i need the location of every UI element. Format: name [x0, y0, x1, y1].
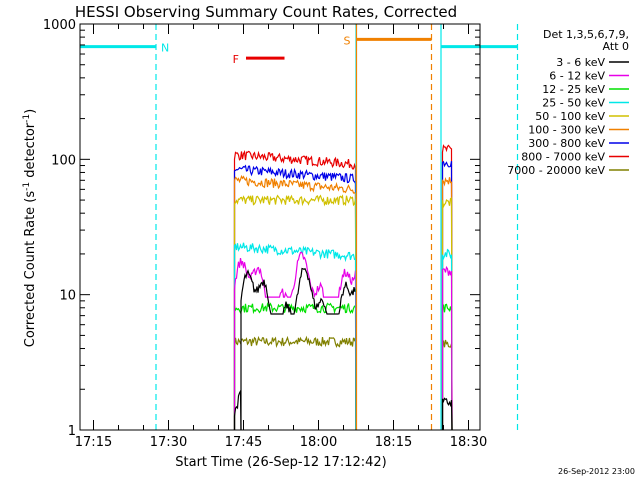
y-tick-label: 10	[59, 289, 76, 304]
marker-label: N	[161, 42, 169, 55]
series-line	[233, 388, 242, 431]
legend-label: 25 - 50 keV	[542, 97, 605, 110]
series-line	[233, 174, 357, 431]
series-line	[233, 242, 357, 431]
legend-header-attenuator: Att 0	[603, 40, 629, 53]
series-line	[441, 196, 453, 431]
series-line	[233, 149, 357, 431]
y-axis-label-sup1: -1	[22, 182, 32, 191]
legend-header-detectors: Det 1,3,5,6,7,9,	[543, 28, 629, 41]
series-line	[233, 335, 357, 431]
chart-title: HESSI Observing Summary Count Rates, Cor…	[75, 3, 457, 21]
x-axis: 17:15 17:30 17:45 18:00 18:15 18:30	[75, 24, 487, 450]
marker-label: F	[233, 53, 239, 66]
x-tick-label: 18:15	[375, 435, 412, 450]
x-tick-label: 18:30	[450, 435, 487, 450]
legend-label: 800 - 7000 keV	[521, 151, 605, 164]
y-axis-label-end: )	[23, 109, 38, 114]
legend-label: 50 - 100 keV	[535, 110, 605, 123]
legend-label: 12 - 25 keV	[542, 83, 605, 96]
x-tick-label: 17:15	[75, 435, 112, 450]
x-tick-label: 17:45	[225, 435, 262, 450]
series-line	[441, 397, 453, 431]
legend-label: 100 - 300 keV	[528, 124, 605, 137]
plot-frame	[79, 23, 481, 431]
y-axis: 1 10 100 1000	[43, 18, 480, 439]
y-axis-label: Corrected Count Rate (s-1 detector-1)	[22, 109, 38, 347]
y-tick-label: 100	[51, 153, 76, 168]
marker-label: S	[344, 34, 351, 47]
marker-layer: N S F	[80, 24, 519, 430]
legend-label: 7000 - 20000 keV	[507, 164, 605, 177]
y-tick-label: 1	[68, 424, 76, 439]
series-line	[441, 303, 453, 431]
series-line	[441, 265, 453, 431]
series-line	[233, 164, 357, 431]
legend-label: 300 - 800 keV	[528, 137, 605, 150]
y-axis-label-mid: detector	[23, 122, 38, 182]
y-axis-label-sup2: -1	[22, 114, 32, 123]
y-axis-label-main: Corrected Count Rate (s	[23, 191, 38, 348]
x-tick-label: 17:30	[150, 435, 187, 450]
series-line	[441, 177, 453, 431]
series-line	[441, 160, 453, 431]
legend-label: 6 - 12 keV	[549, 70, 605, 83]
series-line	[240, 267, 357, 430]
y-tick-label: 1000	[43, 18, 76, 33]
x-axis-label: Start Time (26-Sep-12 17:12:42)	[175, 455, 386, 470]
series-line	[441, 144, 453, 431]
footer-date: 26-Sep-2012 23:00	[558, 467, 635, 476]
data-layer	[233, 144, 453, 431]
series-line	[441, 248, 453, 431]
series-line	[233, 251, 357, 431]
series-line	[441, 339, 453, 431]
legend-label: 3 - 6 keV	[556, 56, 605, 69]
series-line	[233, 194, 357, 431]
series-line	[233, 301, 357, 431]
x-tick-label: 18:00	[300, 435, 337, 450]
